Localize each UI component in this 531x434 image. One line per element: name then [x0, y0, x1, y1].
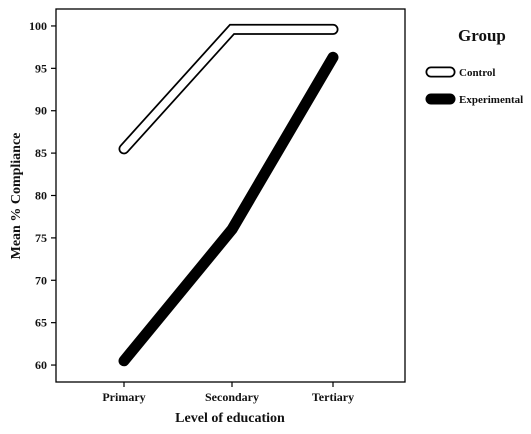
y-tick-label: 65	[35, 316, 47, 330]
y-axis-title: Mean % Compliance	[9, 133, 24, 260]
series-experimental-line	[118, 51, 339, 367]
y-tick-label: 90	[35, 104, 47, 118]
y-tick-label: 80	[35, 189, 47, 203]
legend-title: Group	[458, 26, 506, 45]
legend-label-control: Control	[459, 67, 495, 79]
legend-label-experimental: Experimental	[459, 94, 523, 106]
y-axis: 60 65 70 75 80 85 90 95 100	[29, 19, 56, 372]
legend: Group Control Experimental	[425, 26, 523, 106]
y-tick-label: 60	[35, 358, 47, 372]
y-tick-label: 100	[29, 19, 47, 33]
legend-items: Control Experimental	[425, 66, 523, 106]
x-axis: Primary Secondary Tertiary	[102, 382, 354, 404]
x-tick-label: Primary	[102, 390, 145, 404]
series-layer	[118, 23, 339, 367]
y-tick-label: 70	[35, 273, 47, 287]
x-axis-title: Level of education	[175, 411, 285, 426]
y-tick-label: 85	[35, 146, 47, 160]
series-control-outline	[118, 23, 339, 155]
x-tick-label: Tertiary	[312, 390, 354, 404]
x-tick-label: Secondary	[205, 390, 259, 404]
series-control-line	[120, 25, 337, 153]
plot-frame	[55, 8, 406, 383]
y-tick-label: 75	[35, 231, 47, 245]
y-tick-label: 95	[35, 61, 47, 75]
